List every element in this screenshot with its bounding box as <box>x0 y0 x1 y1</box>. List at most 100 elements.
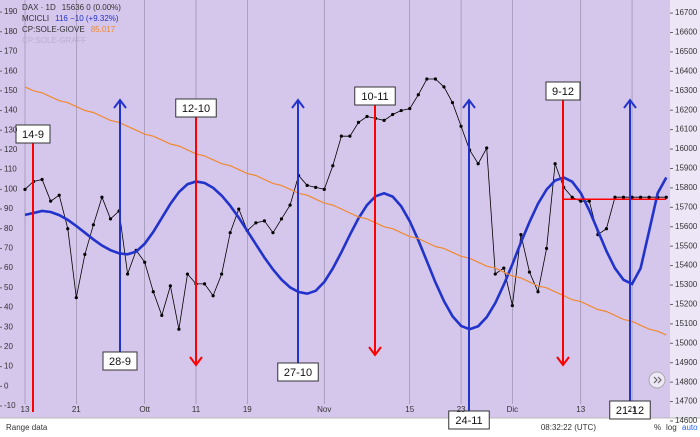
legend: DAX · 1D 15636 0 (0.00%) MCICLI 116 −10 (+9… <box>22 3 121 45</box>
scroll-icon <box>653 376 662 384</box>
footer-range[interactable]: Range data <box>6 423 48 432</box>
annotation-box: 27-10 <box>277 362 319 382</box>
data-point <box>348 134 352 138</box>
y2-tick-label: 16100 <box>675 125 698 134</box>
footer-percent[interactable]: % <box>654 423 661 432</box>
x-tick-label: 23 <box>457 405 466 414</box>
plot-background <box>0 0 670 418</box>
annotation-label: 24-11 <box>455 415 482 427</box>
data-point <box>544 246 549 251</box>
data-point <box>168 284 172 288</box>
x-tick-label: 21 <box>72 405 81 414</box>
y-tick-label: 100 <box>4 184 18 193</box>
annotation-box: 10-11 <box>354 86 396 106</box>
data-point <box>100 195 104 199</box>
y-tick-label: 190 <box>4 7 18 16</box>
legend-value: 116 −10 (+9.32%) <box>55 14 119 23</box>
x-tick-label: 11 <box>192 405 201 414</box>
data-point <box>639 195 643 199</box>
y2-tick-label: 15800 <box>675 183 698 192</box>
y-tick-label: 180 <box>4 27 18 36</box>
data-point <box>356 120 361 124</box>
data-point <box>262 219 266 223</box>
axes: 13 21 Ott 11 19 Nov 15 23 Dic 13 21 190 180 170 160 150… <box>0 7 698 425</box>
annotation-box: 24-11 <box>448 410 490 430</box>
y-tick-label: -10 <box>4 401 16 410</box>
arrow-head <box>189 356 203 367</box>
y2-tick-label: 16600 <box>675 28 698 37</box>
arrow-head <box>623 98 637 109</box>
annotation-box: 9-12 <box>545 81 581 101</box>
y-tick-label: 60 <box>4 263 13 272</box>
y2-tick-label: 15600 <box>675 222 698 231</box>
y-tick-label: 40 <box>4 303 13 312</box>
y-tick-label: 0 <box>4 381 9 390</box>
footer-bar <box>0 418 700 437</box>
data-point <box>382 118 386 122</box>
x-tick-label: 13 <box>21 405 30 414</box>
data-point <box>108 217 113 221</box>
data-point <box>485 146 489 150</box>
data-point <box>151 290 155 294</box>
data-point <box>143 260 147 264</box>
annotation-label: 12-10 <box>182 103 210 115</box>
arrow-head <box>291 98 305 109</box>
right-axis-background <box>670 0 700 418</box>
data-point <box>476 162 480 166</box>
footer-log[interactable]: log <box>666 423 677 432</box>
data-point <box>536 290 540 294</box>
y2-tick-label: 16400 <box>675 66 698 75</box>
x-tick-label: Dic <box>507 405 519 414</box>
y-tick-label: 110 <box>4 165 17 174</box>
data-point <box>254 221 258 225</box>
data-point <box>425 77 429 81</box>
data-point <box>202 282 207 286</box>
data-point <box>211 294 215 298</box>
annotation-box: 12-10 <box>175 98 217 118</box>
data-point <box>288 203 292 207</box>
series-line <box>24 78 667 330</box>
data-point <box>91 223 95 227</box>
y2-tick-label: 15700 <box>675 202 698 211</box>
x-tick-label: 21 <box>628 405 637 414</box>
y2-tick-label: 15900 <box>675 164 698 173</box>
data-point <box>57 193 61 197</box>
data-point <box>66 227 70 231</box>
data-point <box>493 272 497 276</box>
arrow-head <box>556 356 570 367</box>
data-point <box>177 327 181 331</box>
footer-auto[interactable]: auto <box>682 423 698 432</box>
legend-name: MCICLI <box>22 14 49 23</box>
data-point <box>459 124 463 128</box>
y2-tick-label: 15000 <box>675 338 698 347</box>
y2-tick-label: 15300 <box>675 280 698 289</box>
y-tick-label: 150 <box>4 86 18 95</box>
data-point <box>527 270 532 274</box>
series-line <box>24 176 668 331</box>
data-point <box>442 85 446 89</box>
y2-tick-label: 16200 <box>675 105 698 114</box>
data-point <box>271 231 275 235</box>
y2-tick-label: 16500 <box>675 47 698 56</box>
data-point <box>416 93 420 97</box>
y-tick-label: 140 <box>4 106 18 115</box>
label-box <box>277 362 319 382</box>
y2-tick-label: 15100 <box>675 319 698 328</box>
data-point <box>74 296 78 300</box>
y-tick-label: 30 <box>4 322 13 331</box>
x-tick-label: Nov <box>317 405 331 414</box>
data-point <box>314 185 318 189</box>
y2-tick-label: 15500 <box>675 241 698 250</box>
data-point <box>237 207 241 211</box>
y2-tick-label: 16000 <box>675 144 698 153</box>
data-point <box>365 114 369 119</box>
annotation-label: 27-10 <box>284 367 312 379</box>
data-point <box>621 195 626 199</box>
legend-value: 15636 0 (0.00%) <box>62 3 121 12</box>
marks <box>23 77 668 336</box>
y-tick-label: 10 <box>4 362 13 371</box>
label-box <box>545 81 581 101</box>
data-point <box>40 177 44 182</box>
x-tick-label: 15 <box>405 405 414 414</box>
y2-tick-label: 16700 <box>675 8 698 17</box>
